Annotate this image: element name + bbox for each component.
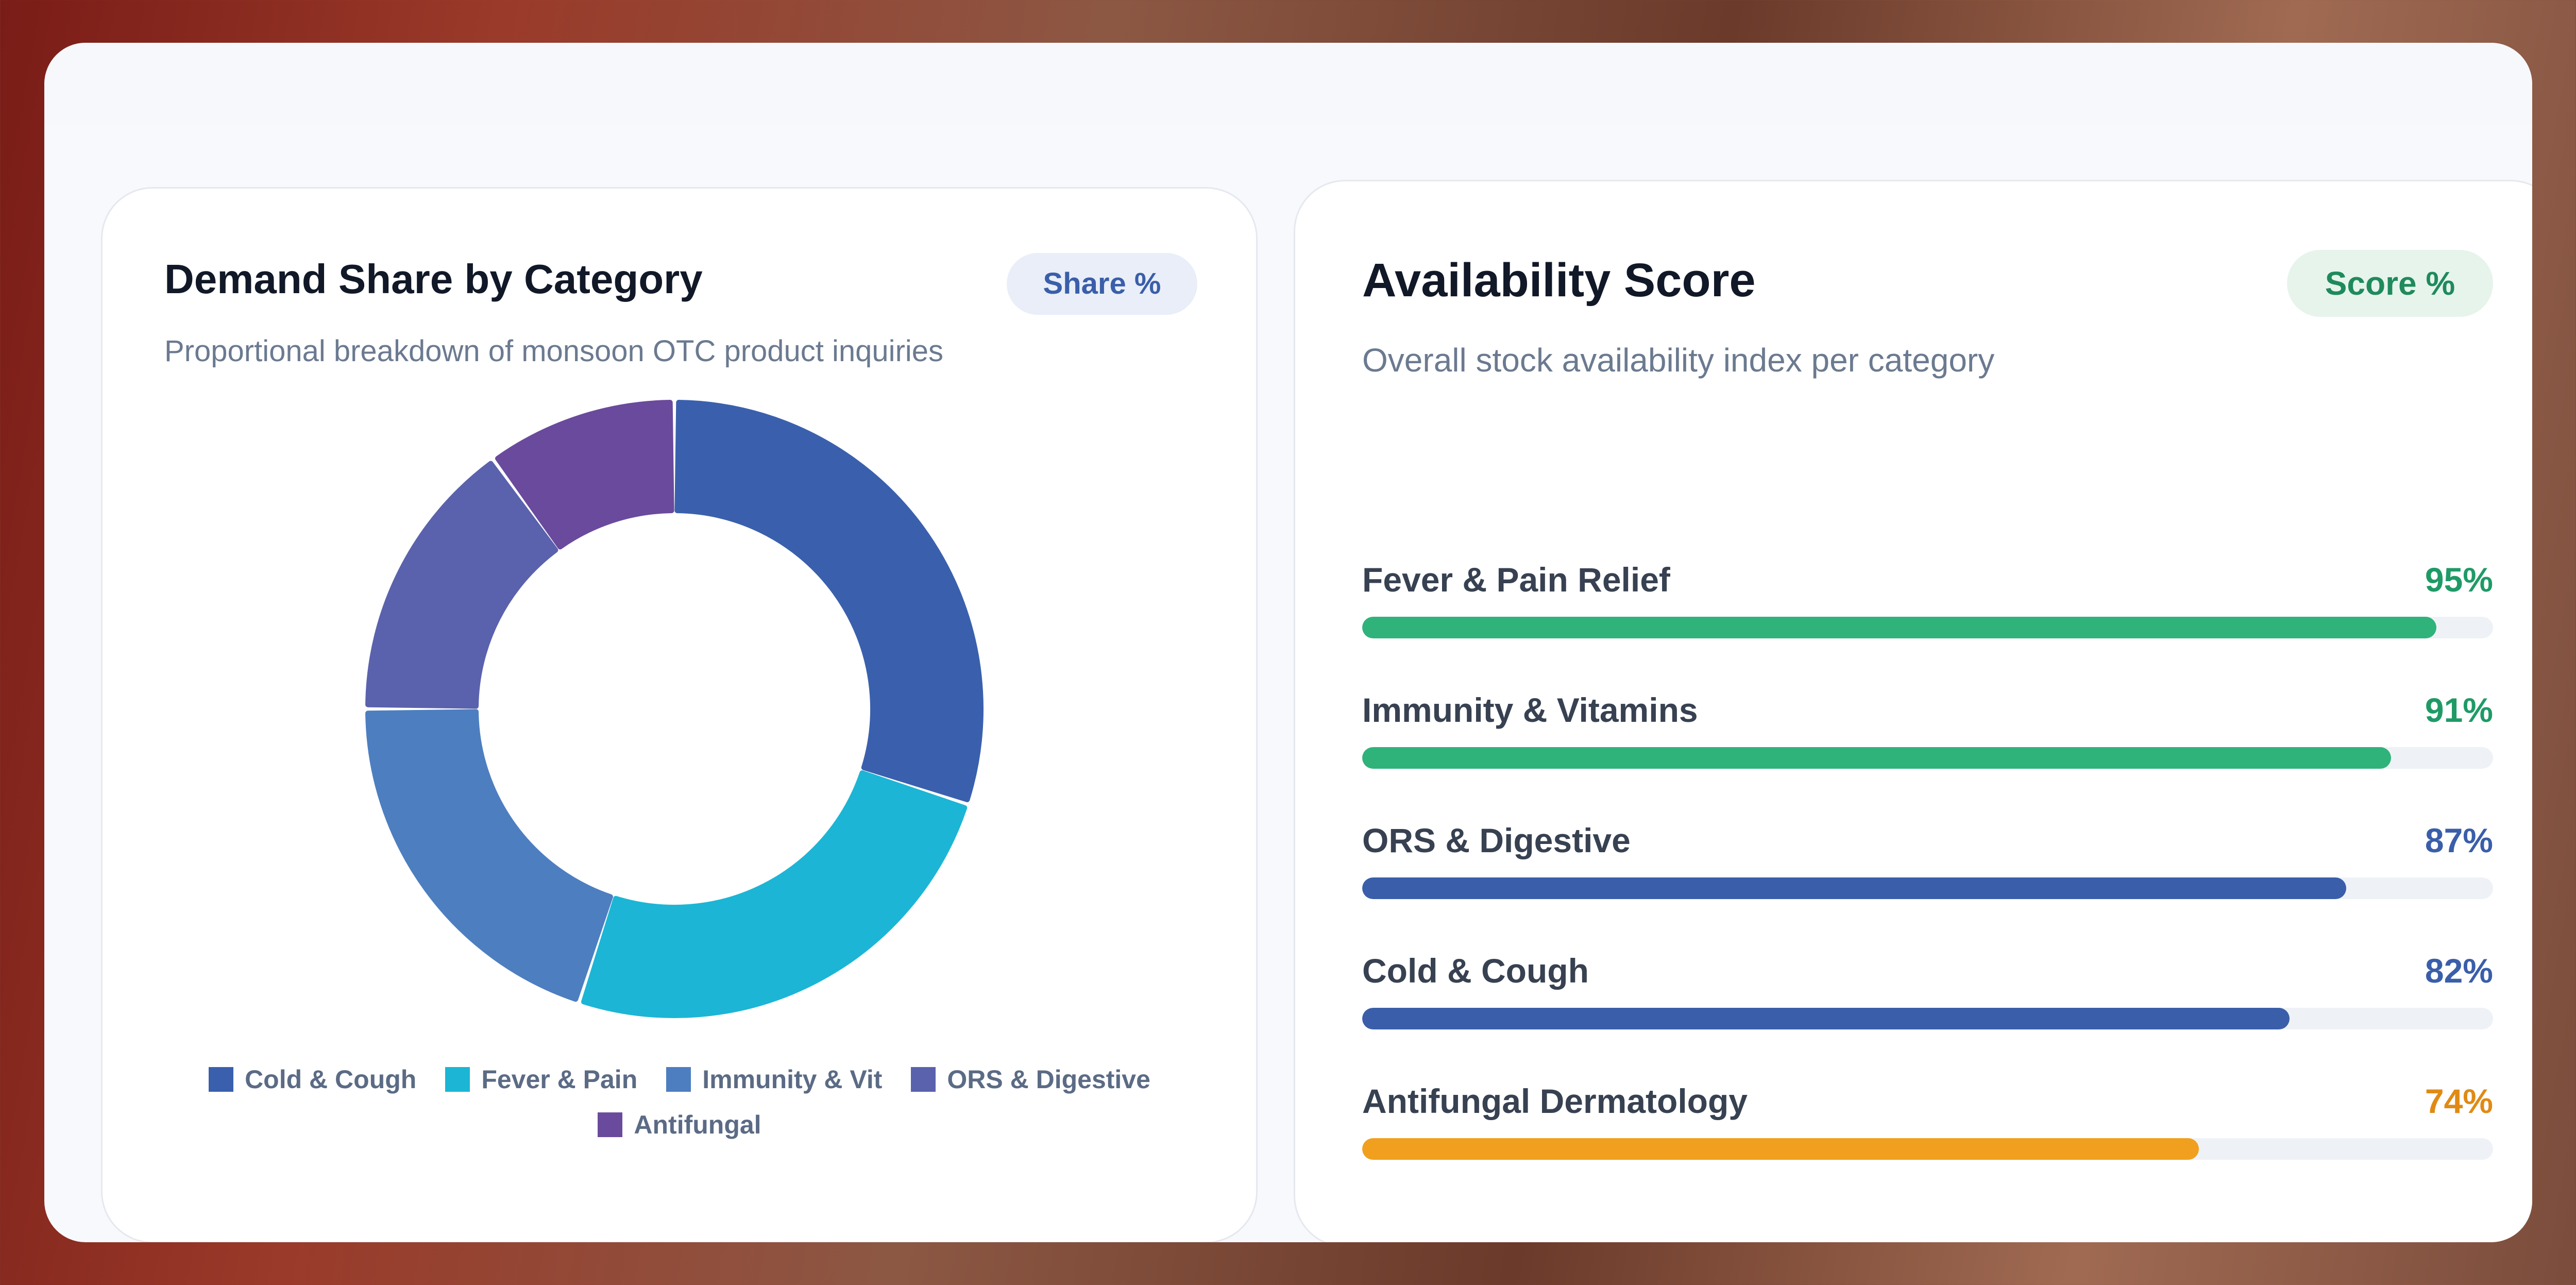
bar-fill-immunity-vitamins bbox=[1362, 747, 2392, 769]
demand-donut-chart bbox=[365, 400, 984, 1018]
donut-slice-antifungal[interactable] bbox=[495, 400, 674, 550]
bar-fill-ors-digestive bbox=[1362, 877, 2346, 899]
legend-label: Cold & Cough bbox=[245, 1065, 417, 1094]
availability-row-antifungal-dermatology: Antifungal Dermatology 74% bbox=[1362, 1081, 2493, 1212]
donut-legend: Cold & Cough Fever & Pain Immunity & Vit OR… bbox=[164, 1064, 1195, 1140]
legend-label: Fever & Pain bbox=[481, 1065, 638, 1094]
dashboard-frame: Demand Share by Category Share % Proport… bbox=[44, 43, 2532, 1242]
bar-value-label: 87% bbox=[2425, 821, 2493, 859]
availability-row-immunity-vitamins: Immunity & Vitamins 91% bbox=[1362, 690, 2493, 821]
bar-fill-antifungal-dermatology bbox=[1362, 1138, 2199, 1160]
demand-share-card: Demand Share by Category Share % Proport… bbox=[101, 187, 1258, 1242]
bar-label: Immunity & Vitamins bbox=[1362, 691, 1698, 729]
legend-swatch bbox=[209, 1067, 234, 1092]
bar-track bbox=[1362, 617, 2493, 638]
availability-row-fever-pain-relief: Fever & Pain Relief 95% bbox=[1362, 560, 2493, 690]
share-percent-badge: Share % bbox=[1007, 253, 1197, 315]
legend-item-ors-digestive[interactable]: ORS & Digestive bbox=[911, 1064, 1150, 1094]
bar-track bbox=[1362, 1138, 2493, 1160]
legend-item-fever-pain[interactable]: Fever & Pain bbox=[445, 1064, 637, 1094]
bar-label: Fever & Pain Relief bbox=[1362, 561, 1670, 599]
legend-item-antifungal[interactable]: Antifungal bbox=[598, 1110, 761, 1140]
availability-row-cold-cough: Cold & Cough 82% bbox=[1362, 951, 2493, 1081]
availability-card: Availability Score Score % Overall stock… bbox=[1294, 180, 2532, 1242]
bar-track bbox=[1362, 747, 2493, 769]
legend-swatch bbox=[911, 1067, 936, 1092]
demand-card-subtitle: Proportional breakdown of monsoon OTC pr… bbox=[164, 334, 944, 368]
legend-swatch bbox=[598, 1112, 623, 1137]
legend-label: Antifungal bbox=[634, 1110, 761, 1139]
donut-slice-fever-pain[interactable] bbox=[581, 770, 968, 1018]
donut-slice-ors-digestive[interactable] bbox=[365, 461, 558, 709]
bar-track bbox=[1362, 877, 2493, 899]
availability-row-ors-digestive: ORS & Digestive 87% bbox=[1362, 821, 2493, 951]
donut-slice-cold-cough[interactable] bbox=[674, 400, 984, 802]
top-band bbox=[44, 43, 2532, 125]
bar-value-label: 95% bbox=[2425, 561, 2493, 599]
bar-fill-fever-pain-relief bbox=[1362, 617, 2437, 638]
bar-value-label: 74% bbox=[2425, 1082, 2493, 1120]
availability-card-subtitle: Overall stock availability index per cat… bbox=[1362, 342, 1995, 379]
bar-label: Antifungal Dermatology bbox=[1362, 1082, 1748, 1120]
bar-value-label: 82% bbox=[2425, 952, 2493, 990]
availability-card-title: Availability Score bbox=[1362, 254, 1756, 307]
legend-item-immunity-vit[interactable]: Immunity & Vit bbox=[666, 1064, 882, 1094]
bar-fill-cold-cough bbox=[1362, 1008, 2290, 1029]
bar-label: ORS & Digestive bbox=[1362, 821, 1631, 859]
availability-bar-list: Fever & Pain Relief 95% Immunity & Vitamin… bbox=[1362, 560, 2493, 1212]
bar-track bbox=[1362, 1008, 2493, 1029]
legend-swatch bbox=[445, 1067, 470, 1092]
legend-item-cold-cough[interactable]: Cold & Cough bbox=[209, 1064, 416, 1094]
bar-value-label: 91% bbox=[2425, 691, 2493, 729]
donut-slice-immunity-vit[interactable] bbox=[365, 709, 613, 1002]
score-percent-badge: Score % bbox=[2287, 250, 2493, 317]
legend-label: Immunity & Vit bbox=[702, 1065, 883, 1094]
bar-label: Cold & Cough bbox=[1362, 952, 1589, 990]
legend-swatch bbox=[666, 1067, 691, 1092]
demand-card-title: Demand Share by Category bbox=[164, 256, 703, 302]
legend-label: ORS & Digestive bbox=[947, 1065, 1150, 1094]
